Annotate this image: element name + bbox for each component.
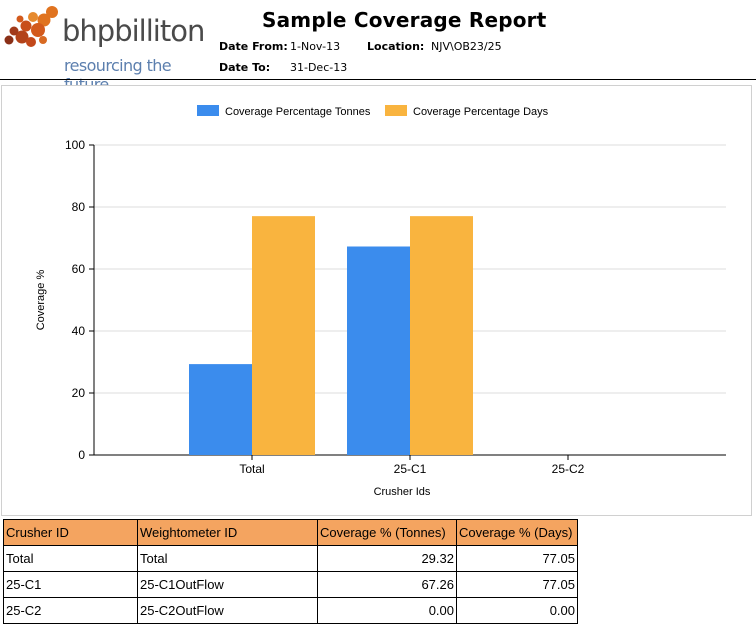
y-tick-label: 20 (72, 386, 86, 400)
cell-coverage-tonnes: 29.32 (317, 545, 457, 572)
x-tick-label: 25-C1 (394, 462, 427, 476)
location-label: Location: (367, 40, 425, 53)
col-header-weightometer-id: Weightometer ID (137, 519, 318, 546)
cell-crusher-id: 25-C2 (3, 597, 138, 624)
date-from-value: 1-Nov-13 (290, 40, 341, 53)
x-axis-title: Crusher Ids (374, 486, 431, 498)
table-row: 25-C2 25-C2OutFlow 0.00 0.00 (3, 597, 578, 624)
location-value: NJV\OB23/25 (431, 40, 502, 53)
y-tick-label: 80 (72, 200, 86, 214)
logo-wordmark: bhpbilliton (62, 14, 205, 48)
table-row: 25-C1 25-C1OutFlow 67.26 77.05 (3, 571, 578, 598)
coverage-table: Crusher ID Weightometer ID Coverage % (T… (3, 519, 578, 624)
cell-weightometer-id: 25-C2OutFlow (137, 597, 318, 624)
bar-tonnes (347, 246, 410, 455)
y-tick-label: 0 (78, 448, 85, 462)
bar-days (252, 216, 315, 455)
cell-crusher-id: Total (3, 545, 138, 572)
date-to-value: 31-Dec-13 (290, 61, 348, 74)
logo-dots-icon (4, 6, 58, 47)
coverage-chart: 0 20 40 60 80 100 Total 25-C1 25-C2 Crusher Ids Co… (1, 85, 752, 516)
bhp-billiton-logo: bhpbilliton resourcing the future (0, 4, 215, 94)
x-tick-label: 25-C2 (552, 462, 585, 476)
col-header-coverage-tonnes: Coverage % (Tonnes) (317, 519, 457, 546)
y-tick-label: 60 (72, 262, 86, 276)
col-header-crusher-id: Crusher ID (3, 519, 138, 546)
date-to-label: Date To: (219, 61, 271, 74)
legend-swatch-days (385, 105, 407, 116)
legend-label-days: Coverage Percentage Days (413, 106, 549, 118)
table-header-row: Crusher ID Weightometer ID Coverage % (T… (3, 519, 578, 546)
y-axis-title: Coverage % (35, 270, 47, 331)
cell-coverage-days: 77.05 (456, 571, 578, 598)
header-rule (0, 79, 756, 80)
cell-coverage-tonnes: 67.26 (317, 571, 457, 598)
cell-coverage-days: 0.00 (456, 597, 578, 624)
bar-days (410, 216, 473, 455)
cell-weightometer-id: Total (137, 545, 318, 572)
col-header-coverage-days: Coverage % (Days) (456, 519, 578, 546)
x-tick-label: Total (239, 462, 264, 476)
cell-crusher-id: 25-C1 (3, 571, 138, 598)
y-tick-label: 100 (65, 138, 85, 152)
legend-label-tonnes: Coverage Percentage Tonnes (225, 106, 371, 118)
date-from-label: Date From: (219, 40, 288, 53)
bar-tonnes (189, 364, 252, 455)
table-row: Total Total 29.32 77.05 (3, 545, 578, 572)
y-tick-label: 40 (72, 324, 86, 338)
cell-coverage-days: 77.05 (456, 545, 578, 572)
cell-coverage-tonnes: 0.00 (317, 597, 457, 624)
legend-swatch-tonnes (197, 105, 219, 116)
coverage-bar-chart: 0 20 40 60 80 100 Total 25-C1 25-C2 Crusher Ids Co… (35, 105, 726, 498)
cell-weightometer-id: 25-C1OutFlow (137, 571, 318, 598)
report-title: Sample Coverage Report (262, 8, 547, 32)
